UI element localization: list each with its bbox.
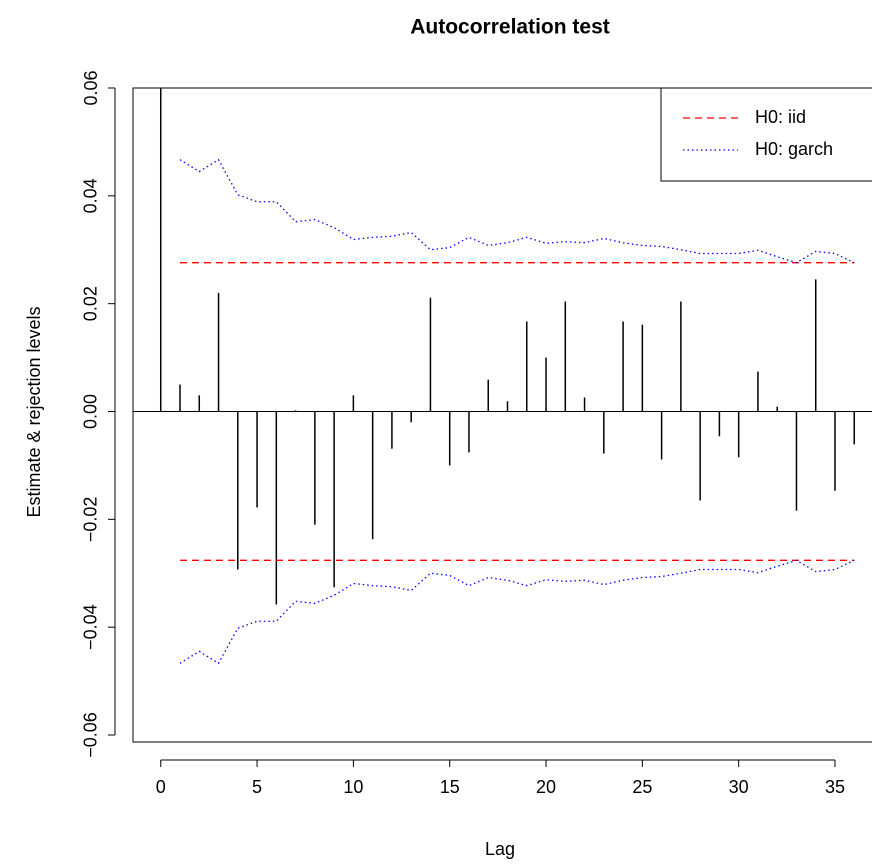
y-tick-label: 0.02 (81, 286, 101, 321)
x-axis-label: Lag (485, 839, 515, 859)
plot-area (133, 88, 872, 665)
x-tick-label: 35 (825, 777, 845, 797)
y-axis-label: Estimate & rejection levels (24, 306, 44, 517)
legend-label: H0: garch (755, 139, 833, 159)
y-tick-label: −0.04 (81, 604, 101, 650)
lower-rejection-line (179, 559, 855, 665)
x-tick-label: 10 (343, 777, 363, 797)
chart-title: Autocorrelation test (410, 16, 610, 39)
legend-box (660, 87, 872, 182)
y-tick-label: 0.06 (81, 70, 101, 105)
x-tick-label: 15 (440, 777, 460, 797)
x-tick-label: 5 (252, 777, 262, 797)
legend-label: H0: iid (755, 107, 806, 127)
plot-box (132, 87, 872, 743)
x-tick-label: 30 (729, 777, 749, 797)
x-tick-label: 20 (536, 777, 556, 797)
x-tick-label: 0 (156, 777, 166, 797)
x-tick-label: 25 (632, 777, 652, 797)
y-tick-label: 0.00 (81, 394, 101, 429)
y-tick-label: −0.06 (81, 712, 101, 758)
y-tick-label: −0.02 (81, 497, 101, 543)
y-tick-label: 0.04 (81, 178, 101, 213)
